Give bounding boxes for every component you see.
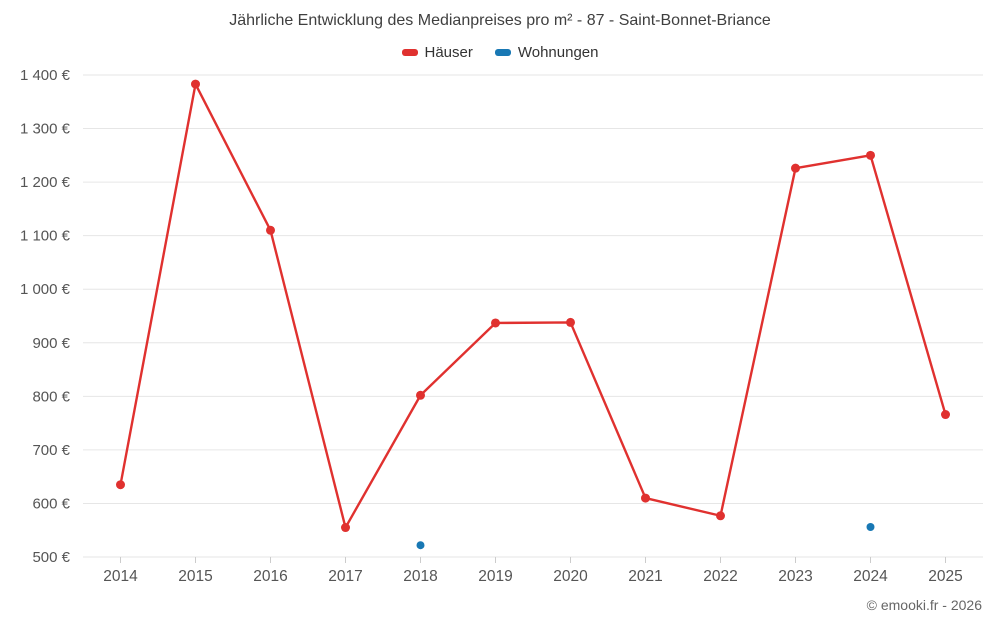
y-axis-label: 900 € — [32, 335, 70, 352]
y-axis-label: 1 300 € — [20, 121, 71, 138]
data-point-häuser-2024[interactable] — [866, 150, 875, 160]
data-point-häuser-2022[interactable] — [716, 511, 725, 521]
x-axis-label: 2019 — [478, 568, 512, 585]
data-point-häuser-2025[interactable] — [941, 410, 950, 420]
x-axis-label: 2020 — [553, 568, 588, 585]
y-axis-label: 1 400 € — [20, 67, 71, 84]
y-axis-label: 1 100 € — [20, 228, 71, 245]
x-axis-label: 2015 — [178, 568, 212, 585]
wohnungen-legend-marker-icon — [494, 49, 511, 56]
data-point-häuser-2016[interactable] — [266, 225, 275, 235]
legend-label-hauser: Häuser — [424, 44, 473, 61]
data-point-häuser-2021[interactable] — [641, 493, 650, 503]
x-axis-label: 2017 — [328, 568, 362, 585]
x-axis-label: 2016 — [253, 568, 287, 585]
x-axis-label: 2018 — [403, 568, 437, 585]
hauser-legend-marker-icon — [401, 49, 418, 56]
chart-title: Jährliche Entwicklung des Medianpreises … — [229, 12, 771, 29]
data-point-häuser-2018[interactable] — [416, 390, 425, 400]
x-axis-label: 2022 — [703, 568, 737, 585]
x-axis-label: 2021 — [628, 568, 662, 585]
data-point-häuser-2017[interactable] — [341, 523, 350, 533]
chart-footer-credit: © emooki.fr - 2026 — [866, 597, 982, 613]
legend-label-wohnungen: Wohnungen — [517, 44, 599, 61]
legend-item-wohnungen[interactable]: Wohnungen — [494, 44, 599, 61]
chart-legend: Häuser Wohnungen — [0, 44, 1000, 61]
data-point-wohnungen-2018[interactable] — [416, 541, 425, 550]
y-axis-label: 700 € — [32, 442, 70, 459]
x-axis-label: 2024 — [853, 568, 888, 585]
data-point-häuser-2019[interactable] — [491, 318, 500, 328]
x-axis-label: 2023 — [778, 568, 812, 585]
x-axis-label: 2025 — [928, 568, 962, 585]
series-line-häuser — [119, 82, 947, 529]
data-point-häuser-2023[interactable] — [791, 163, 800, 173]
data-point-häuser-2015[interactable] — [191, 79, 200, 89]
y-axis-label: 800 € — [32, 388, 70, 405]
x-axis-label: 2014 — [103, 568, 138, 585]
legend-item-hauser[interactable]: Häuser — [401, 44, 473, 61]
data-point-häuser-2020[interactable] — [566, 317, 575, 327]
data-point-häuser-2014[interactable] — [116, 480, 125, 490]
data-point-wohnungen-2024[interactable] — [866, 523, 875, 532]
y-axis-label: 1 200 € — [20, 174, 71, 191]
y-axis-label: 600 € — [32, 495, 70, 512]
y-axis-label: 1 000 € — [20, 281, 71, 298]
y-axis-label: 500 € — [32, 549, 70, 566]
